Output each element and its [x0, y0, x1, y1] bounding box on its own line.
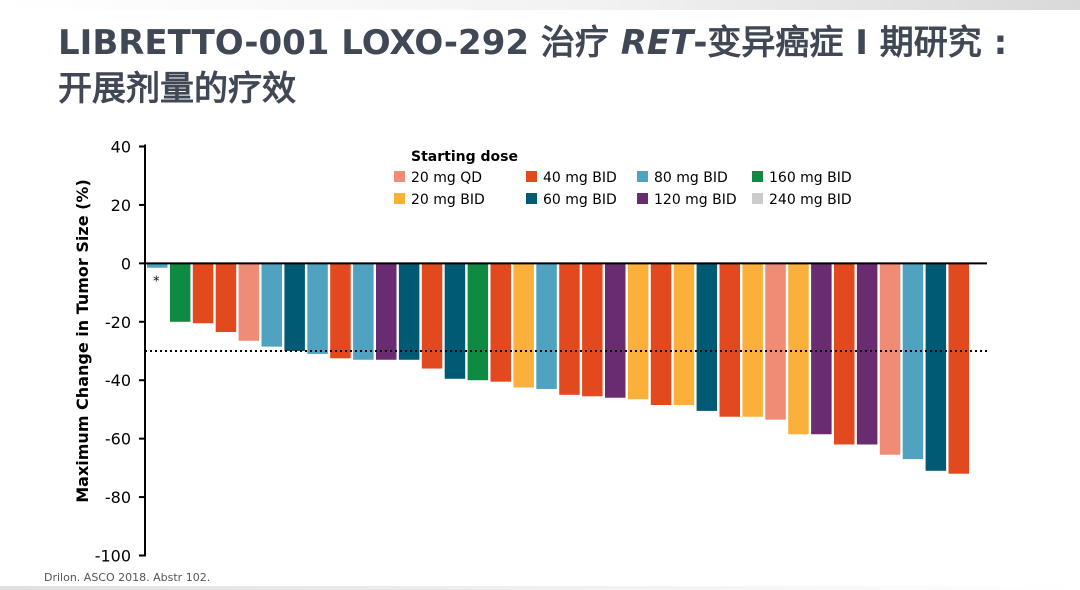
bar-14: [444, 263, 466, 379]
title-ret-italic: RET: [620, 23, 694, 63]
bar-27: [742, 263, 763, 417]
bar-7: [284, 263, 305, 351]
bar-23: [650, 263, 672, 406]
y-tick-label: 0: [121, 254, 131, 273]
title-part-1: LIBRETTO-001 LOXO-292 治疗: [58, 23, 621, 63]
bar-20: [582, 263, 603, 397]
bar-24: [673, 263, 695, 406]
bar-30: [811, 263, 832, 435]
legend-swatch-2: [526, 171, 537, 182]
citation-footnote: Drilon. ASCO 2018. Abstr 102.: [44, 571, 211, 584]
bar-32: [856, 263, 878, 445]
bar-31: [834, 263, 855, 445]
bar-3: [192, 263, 214, 324]
bar-5: [238, 263, 260, 341]
bar-6: [261, 263, 282, 347]
bar-26: [719, 263, 740, 417]
bar-33: [879, 263, 901, 455]
bar-9: [330, 263, 351, 359]
bottom-decoration-strip: [0, 586, 1080, 590]
y-tick-label: 20: [111, 196, 131, 215]
legend-label-1: 20 mg QD: [411, 170, 482, 186]
bar-34: [902, 263, 924, 460]
bar-29: [788, 263, 809, 435]
top-decoration-strip: [0, 0, 1080, 10]
bar-35: [925, 263, 947, 471]
bar-25: [696, 263, 718, 411]
bar-13: [421, 263, 443, 369]
legend-label-2: 40 mg BID: [543, 170, 617, 186]
y-tick-label: -80: [105, 488, 131, 507]
bar-12: [398, 263, 420, 360]
bar-10: [353, 263, 374, 360]
legend-title: Starting dose: [411, 149, 518, 165]
legend-swatch-6: [526, 193, 537, 204]
bar-2: [169, 263, 191, 322]
legend-swatch-3: [637, 171, 648, 182]
bar-16: [490, 263, 511, 382]
legend-swatch-7: [637, 193, 648, 204]
legend-swatch-1: [394, 171, 405, 182]
bar-11: [376, 263, 397, 360]
slide-title: LIBRETTO-001 LOXO-292 治疗 RET-变异癌症 I 期研究 …: [58, 20, 1048, 112]
legend-swatch-8: [752, 193, 763, 204]
y-tick-label: -60: [105, 430, 131, 449]
bar-4: [215, 263, 237, 333]
bar-22: [627, 263, 649, 400]
bar-18: [536, 263, 557, 389]
y-tick-label: -40: [105, 371, 131, 390]
legend-label-5: 20 mg BID: [411, 192, 485, 208]
bar-annotation-asterisk: *: [153, 274, 160, 289]
y-axis-title: Maximum Change in Tumor Size (%): [73, 179, 92, 503]
y-tick-label: 40: [111, 138, 131, 157]
y-tick-label: -20: [105, 313, 131, 332]
bar-1: [147, 263, 168, 268]
title-part-2: -变异癌症 I 期研究 : 开展剂量的疗效: [58, 23, 1008, 109]
legend-label-3: 80 mg BID: [654, 170, 728, 186]
bar-21: [605, 263, 626, 398]
legend-label-4: 160 mg BID: [769, 170, 852, 186]
legend-label-7: 120 mg BID: [654, 192, 737, 208]
legend-swatch-5: [394, 193, 405, 204]
bar-8: [307, 263, 328, 354]
bar-19: [559, 263, 580, 395]
legend-swatch-4: [752, 171, 763, 182]
legend-label-8: 240 mg BID: [769, 192, 852, 208]
bar-17: [513, 263, 534, 388]
y-tick-label: -100: [95, 547, 131, 566]
bar-15: [467, 263, 489, 381]
legend-label-6: 60 mg BID: [543, 192, 617, 208]
bar-36: [948, 263, 969, 474]
bar-28: [765, 263, 786, 420]
